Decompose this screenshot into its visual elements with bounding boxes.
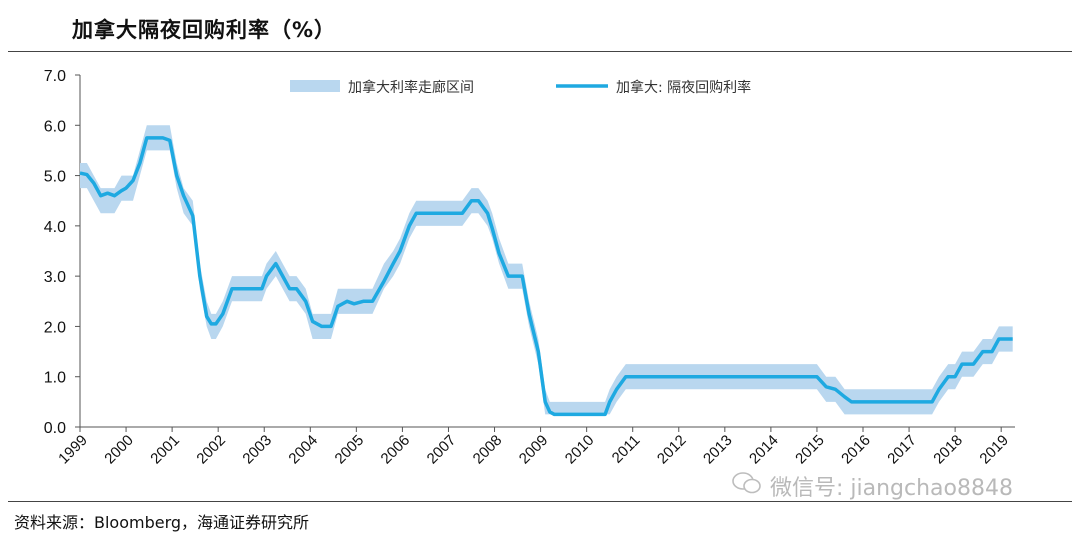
y-tick-label: 1.0	[44, 370, 66, 387]
x-tick-label: 2013	[700, 432, 736, 468]
y-tick-label: 2.0	[44, 319, 66, 336]
y-tick-label: 3.0	[44, 269, 66, 286]
y-tick-labels: 0.0 1.0 2.0 3.0 4.0 5.0 6.0 7.0	[44, 68, 66, 437]
y-tick-label: 7.0	[44, 68, 66, 85]
x-tick-label: 2008	[470, 432, 506, 468]
x-tick-label: 2006	[378, 432, 414, 468]
x-tick-label: 2016	[838, 432, 874, 468]
top-divider	[8, 51, 1072, 52]
x-tick-label: 2000	[101, 432, 137, 468]
x-tick-label: 2019	[976, 432, 1012, 468]
x-tick-label: 2009	[516, 432, 552, 468]
x-tick-label: 2015	[792, 432, 828, 468]
bottom-divider	[8, 501, 1072, 502]
watermark-text: 微信号: jiangchao8848	[770, 476, 1013, 501]
y-tick-label: 0.0	[44, 420, 66, 437]
wechat-icon	[732, 472, 761, 494]
x-tick-label: 2018	[930, 432, 966, 468]
x-tick-label: 2014	[746, 432, 782, 468]
line-chart: 0.0 1.0 2.0 3.0 4.0 5.0 6.0 7.0 1999 2000 2001 200…	[44, 68, 1015, 468]
x-tick-label: 2011	[609, 432, 644, 467]
x-tick-label: 2004	[286, 432, 322, 468]
legend-band-swatch	[290, 80, 340, 92]
legend-line-label: 加拿大: 隔夜回购利率	[616, 79, 751, 96]
legend: 加拿大利率走廊区间 加拿大: 隔夜回购利率	[290, 79, 751, 96]
x-tick-label: 2007	[424, 432, 460, 468]
chart-axes	[75, 74, 1015, 432]
x-tick-label: 2001	[147, 432, 183, 468]
chart-title: 加拿大隔夜回购利率（%）	[72, 18, 337, 42]
x-tick-label: 2012	[654, 432, 690, 468]
y-tick-label: 5.0	[44, 169, 66, 186]
x-tick-labels: 1999 2000 2001 2002 2003 2004 2005 2006 2007 2008…	[55, 432, 1012, 468]
y-tick-label: 6.0	[44, 118, 66, 135]
x-tick-label: 2010	[562, 432, 598, 468]
source-note: 资料来源：Bloomberg，海通证券研究所	[14, 513, 310, 532]
legend-band-label: 加拿大利率走廊区间	[348, 79, 474, 96]
x-tick-label: 2003	[239, 432, 275, 468]
x-tick-label: 2002	[193, 432, 229, 468]
x-tick-label: 2005	[332, 432, 368, 468]
y-tick-label: 4.0	[44, 219, 66, 236]
x-tick-label: 1999	[55, 432, 91, 468]
x-tick-label: 2017	[884, 432, 920, 468]
overnight-rate-line	[79, 136, 1013, 417]
corridor-band	[80, 125, 1013, 415]
